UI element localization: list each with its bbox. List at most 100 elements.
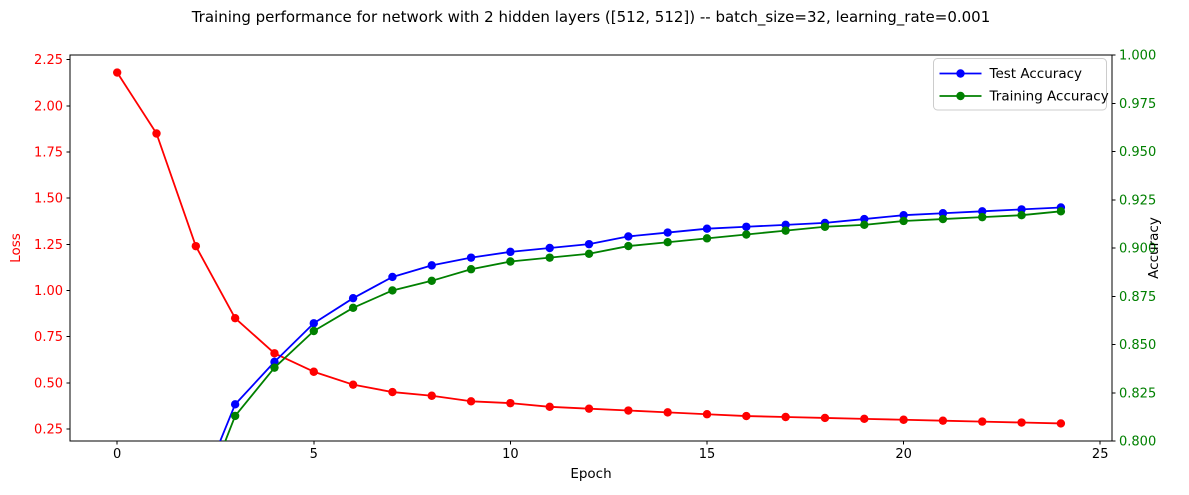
x-tick-label: 25 xyxy=(1092,447,1109,462)
loss-marker xyxy=(860,414,869,424)
training-accuracy-marker xyxy=(270,363,279,372)
training-accuracy-marker xyxy=(899,216,908,226)
loss-tick-label: 1.50 xyxy=(34,192,63,207)
test-accuracy-marker xyxy=(899,210,908,220)
loss-tick-label: 1.25 xyxy=(34,238,63,253)
loss-marker xyxy=(1017,418,1026,427)
loss-marker xyxy=(427,391,436,400)
x-tick-label: 5 xyxy=(310,447,318,462)
test-accuracy-marker xyxy=(230,400,240,409)
accuracy-tick-label: 0.825 xyxy=(1119,386,1156,401)
test-accuracy-marker xyxy=(584,239,594,249)
loss-marker xyxy=(584,404,594,413)
training-accuracy-marker xyxy=(348,303,358,313)
axes-frame xyxy=(69,54,1113,442)
test-accuracy-marker xyxy=(348,293,358,303)
loss-marker xyxy=(624,406,633,415)
loss-marker xyxy=(230,313,240,323)
accuracy-tick-label: 0.975 xyxy=(1119,97,1156,112)
loss-marker xyxy=(506,398,515,408)
y-axis-left-loss: 0.25 0.50 0.75 1.00 1.25 1.50 1.75 2.00 2.25 Loss xyxy=(8,53,70,437)
training-accuracy-marker xyxy=(938,214,948,224)
loss-tick-label: 0.50 xyxy=(34,376,63,391)
accuracy-tick-label: 0.925 xyxy=(1119,193,1156,208)
accuracy-tick-label: 0.950 xyxy=(1119,145,1156,160)
loss-marker xyxy=(388,387,397,397)
chart-title: Training performance for network with 2 … xyxy=(191,8,991,26)
loss-marker xyxy=(348,380,358,389)
loss-marker xyxy=(899,415,908,424)
test-accuracy-marker xyxy=(545,243,554,253)
test-accuracy-marker xyxy=(860,214,869,224)
test-accuracy-marker xyxy=(742,222,751,231)
x-tick-label: 20 xyxy=(895,447,912,462)
test-accuracy-marker xyxy=(978,207,987,216)
loss-marker xyxy=(781,412,790,422)
loss-series xyxy=(112,68,1066,428)
x-axis-label: Epoch xyxy=(570,466,611,482)
legend: Test Accuracy Training Accuracy xyxy=(933,58,1109,111)
loss-marker xyxy=(152,129,161,138)
x-tick-label: 15 xyxy=(699,447,716,462)
test-accuracy-marker xyxy=(702,224,712,233)
test-accuracy-marker xyxy=(624,232,633,241)
loss-marker xyxy=(466,397,476,406)
legend-label: Training Accuracy xyxy=(989,89,1109,105)
training-accuracy-marker xyxy=(427,276,436,286)
training-accuracy-line xyxy=(224,210,1061,441)
accuracy-tick-label: 0.850 xyxy=(1119,338,1156,353)
loss-tick-label: 0.25 xyxy=(34,422,63,437)
test-accuracy-marker xyxy=(466,253,476,262)
training-accuracy-series xyxy=(224,207,1066,441)
accuracy-tick-label: 0.900 xyxy=(1119,242,1156,257)
training-accuracy-marker xyxy=(663,238,672,247)
training-accuracy-marker xyxy=(820,222,830,231)
x-tick-label: 10 xyxy=(502,447,519,462)
test-accuracy-marker xyxy=(781,220,790,230)
x-axis: 0 5 10 15 20 25 Epoch xyxy=(113,441,1108,482)
y-axis-right-accuracy: 0.800 0.825 0.850 0.875 0.900 0.925 0.950 0.975… xyxy=(1112,49,1162,450)
loss-marker xyxy=(742,411,751,421)
legend-box xyxy=(933,58,1107,111)
training-accuracy-marker xyxy=(860,220,869,230)
training-accuracy-marker xyxy=(466,265,476,274)
loss-tick-label: 1.00 xyxy=(34,284,63,299)
training-accuracy-marker xyxy=(388,286,397,295)
training-accuracy-marker xyxy=(978,212,987,222)
training-accuracy-marker xyxy=(309,326,318,336)
loss-marker xyxy=(309,367,318,376)
accuracy-tick-label: 1.000 xyxy=(1119,49,1156,64)
loss-marker xyxy=(663,408,672,417)
training-accuracy-marker xyxy=(624,241,633,251)
test-accuracy-marker xyxy=(270,357,279,367)
test-accuracy-line xyxy=(219,206,1061,441)
loss-tick-label: 1.75 xyxy=(34,145,63,160)
loss-marker xyxy=(978,417,987,426)
training-accuracy-marker xyxy=(584,249,594,258)
loss-marker xyxy=(938,416,948,425)
training-accuracy-marker xyxy=(230,411,240,421)
training-accuracy-marker xyxy=(1056,207,1066,216)
loss-marker xyxy=(702,410,712,419)
test-accuracy-marker xyxy=(663,228,672,237)
right-axis-label: Accuracy xyxy=(1146,217,1162,279)
training-accuracy-marker xyxy=(702,234,712,243)
loss-marker xyxy=(191,241,201,251)
loss-marker xyxy=(270,349,279,358)
loss-tick-label: 0.75 xyxy=(34,330,63,345)
test-accuracy-marker xyxy=(427,261,436,270)
loss-marker xyxy=(112,68,122,77)
loss-marker xyxy=(820,413,830,423)
loss-marker xyxy=(545,402,554,412)
left-axis-label: Loss xyxy=(8,233,24,263)
test-accuracy-series xyxy=(219,203,1066,441)
loss-tick-label: 2.25 xyxy=(34,53,63,68)
test-accuracy-marker xyxy=(506,247,515,257)
training-accuracy-marker xyxy=(545,253,554,262)
training-accuracy-marker xyxy=(1017,210,1026,220)
loss-marker xyxy=(1056,419,1066,428)
training-accuracy-legend-marker xyxy=(956,91,965,101)
test-accuracy-marker xyxy=(388,272,397,282)
